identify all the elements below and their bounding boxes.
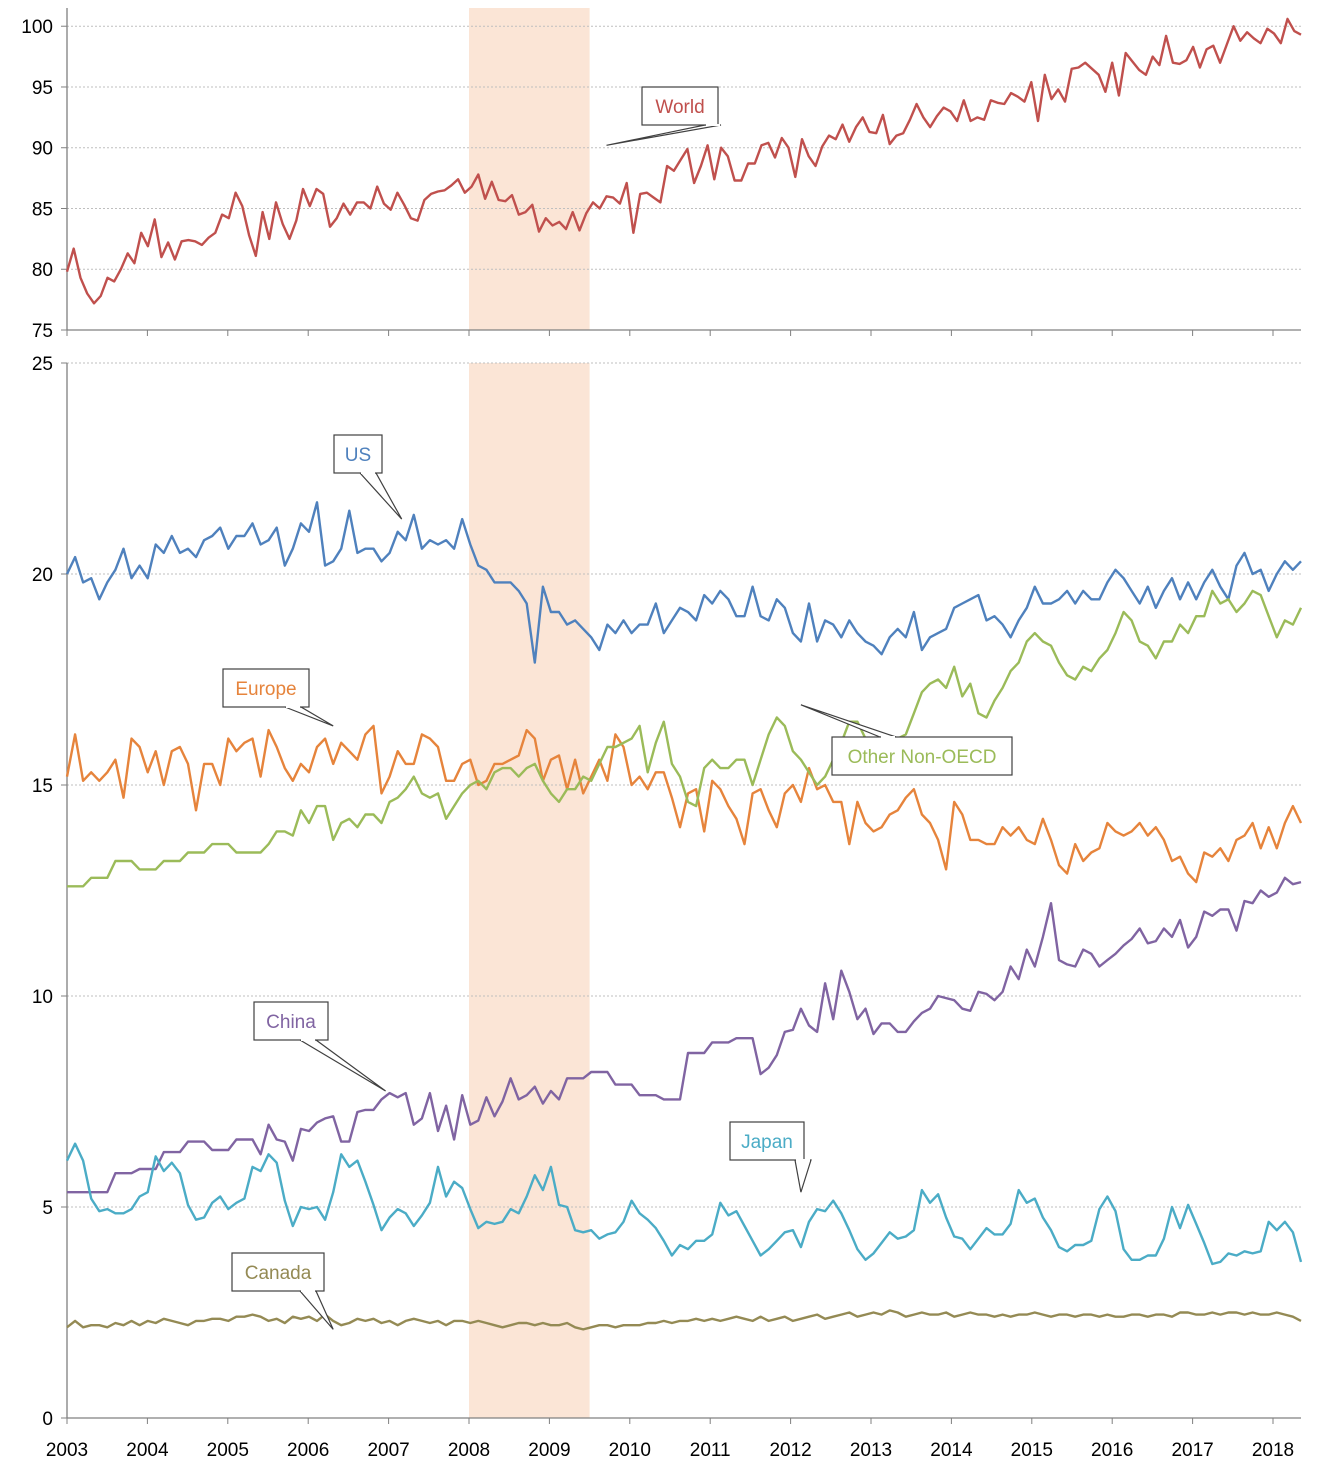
callout-box-other-non-oecd [831,736,1013,776]
callout-pointer-us [358,472,403,520]
axes-layer: 75 80 85 90 95 100 0 5 10 15 20 25 2003 2004 2005 2006 2… [21,8,1301,1461]
x-tick-label: 2009 [528,1440,570,1461]
x-tick-label: 2011 [690,1440,731,1461]
x-tick-label: 2004 [126,1440,169,1461]
series-label-europe: Europe [235,679,296,700]
series-label-us: US [345,445,371,466]
series-label-japan: Japan [741,1132,793,1153]
series-layer [65,17,1303,1331]
series-line-canada [66,1309,1302,1331]
callout-pointer-canada [298,1290,334,1330]
callout-box-europe [222,668,310,708]
top-y-tick-label: 75 [32,321,53,342]
callout-pointer-world [606,124,722,146]
top-shaded-region [469,8,590,330]
series-label-world: World [655,97,704,118]
x-tick-label: 2012 [769,1440,811,1461]
bottom-y-tick-label: 5 [42,1198,53,1219]
callout-box-china [253,1001,329,1041]
top-y-tick-label: 100 [21,17,53,38]
bottom-y-tick-label: 15 [32,776,53,797]
x-tick-label: 2008 [448,1440,490,1461]
series-label-other-non-oecd: Other Non-OECD [848,747,997,768]
x-tick-label: 2003 [46,1440,88,1461]
callout-pointer-japan [794,1159,812,1193]
series-line-world [65,17,1302,305]
series-label-canada: Canada [245,1263,312,1284]
x-tick-label: 2010 [609,1440,651,1461]
series-line-other-non-oecd [67,589,1303,888]
callout-box-us [333,434,383,474]
x-tick-label: 2015 [1011,1440,1053,1461]
top-y-tick-label: 85 [32,199,53,220]
x-tick-label: 2005 [207,1440,249,1461]
top-y-tick-label: 95 [32,78,53,99]
x-tick-label: 2013 [850,1440,892,1461]
series-label-china: China [266,1012,316,1033]
gridline-layer [67,25,1301,1208]
callout-box-japan [729,1121,805,1161]
shaded-region-layer [469,8,590,1418]
bottom-y-tick-label: 20 [32,565,53,586]
x-tick-label: 2014 [930,1440,973,1461]
callout-pointer-other-non-oecd [800,704,897,738]
bottom-y-tick-label: 10 [32,987,53,1008]
callout-pointer-china [297,1039,386,1092]
series-line-japan [65,1142,1303,1266]
series-line-china [67,876,1302,1194]
series-line-europe [65,724,1303,884]
callout-box-canada [231,1252,325,1292]
callout-layer: World US Europe Other Non-OECD China Japan Can… [222,86,1013,1330]
x-tick-label: 2018 [1252,1440,1294,1461]
bottom-y-tick-label: 0 [42,1409,53,1430]
series-line-us [65,501,1302,664]
bottom-y-tick-label: 25 [32,354,53,375]
x-tick-label: 2006 [287,1440,329,1461]
x-tick-label: 2017 [1171,1440,1213,1461]
x-tick-label: 2007 [367,1440,409,1461]
bottom-shaded-region [469,363,590,1418]
callout-pointer-europe [284,706,334,727]
top-y-tick-label: 80 [32,260,53,281]
top-y-tick-label: 90 [32,139,53,160]
callout-box-world [641,86,719,126]
x-tick-label: 2016 [1091,1440,1133,1461]
